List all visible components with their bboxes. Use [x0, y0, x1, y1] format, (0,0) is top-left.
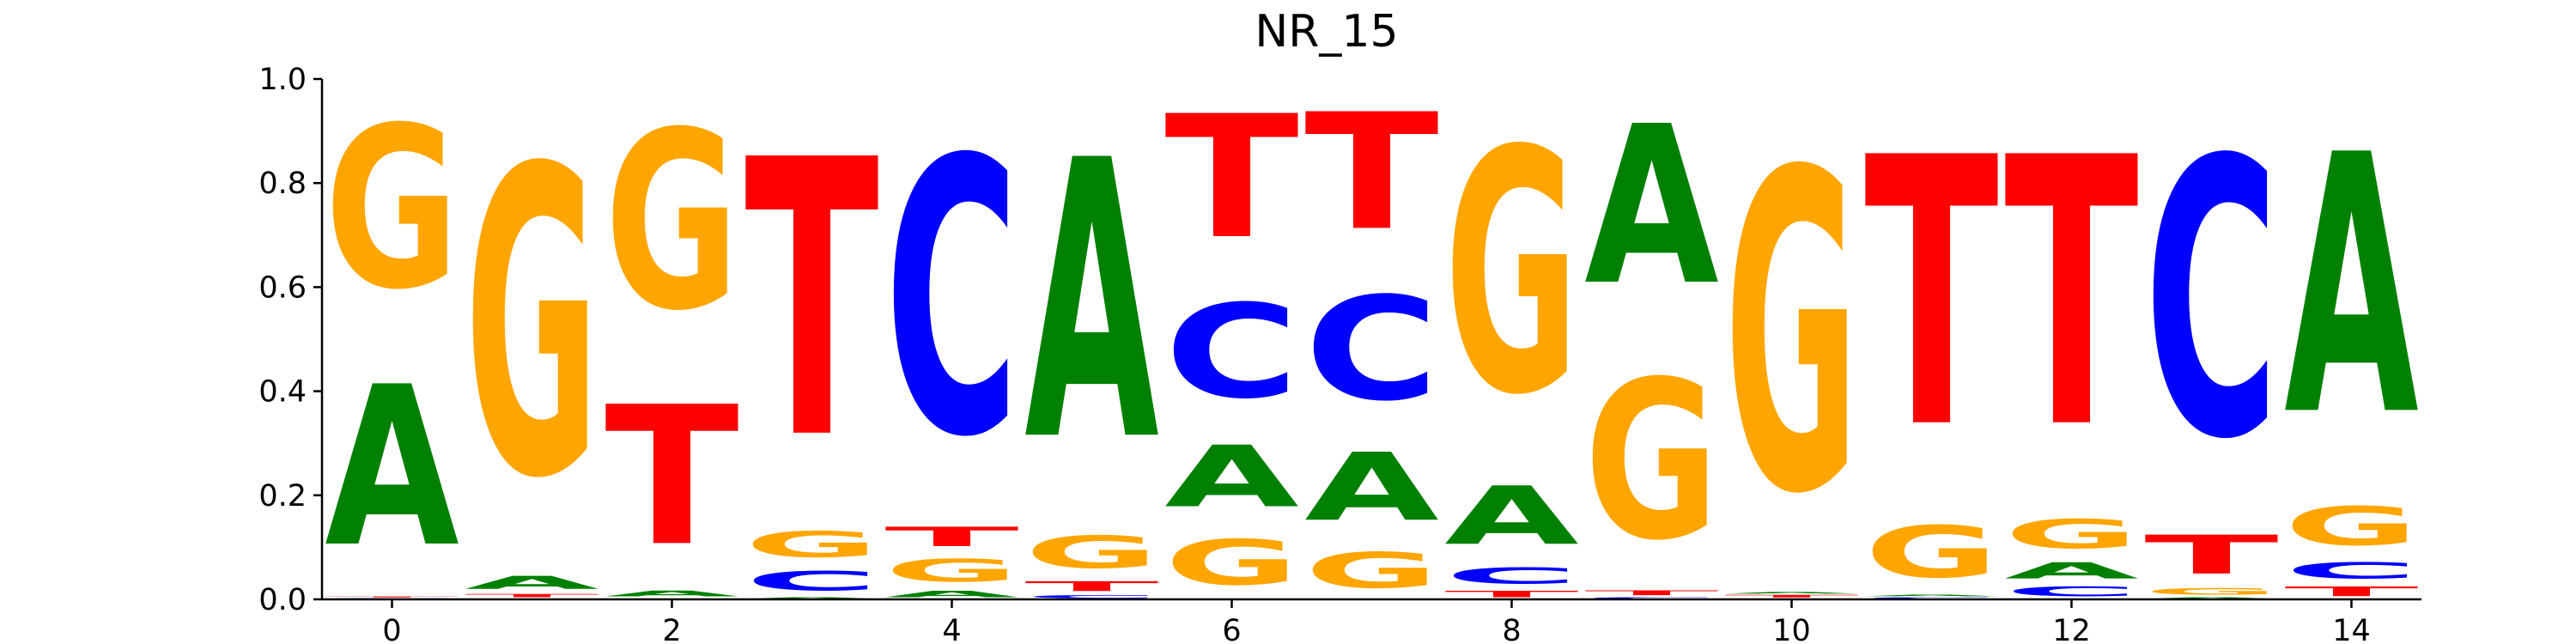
- logo-letter-G-pos-7: G: [1304, 543, 1438, 599]
- logo-letter-T-pos-11: T: [1864, 81, 2000, 510]
- logo-letter-T-pos-0: T: [325, 596, 459, 598]
- logo-letter-G-pos-11: G: [1864, 511, 1998, 593]
- logo-letter-T-pos-13: T: [2144, 524, 2278, 586]
- logo-letter-T-pos-6: T: [1164, 81, 1298, 276]
- logo-letter-C-pos-3: C: [744, 566, 878, 597]
- logo-letter-A-pos-10: A: [1724, 592, 1858, 594]
- logo-letter-A-pos-4: A: [884, 589, 1019, 599]
- logo-letter-A-pos-2: A: [605, 589, 739, 598]
- x-tick-label: 14: [2332, 614, 2371, 644]
- y-tick-label: 0.0: [258, 583, 307, 617]
- x-tick-label: 6: [1222, 614, 1241, 644]
- y-tick-label: 0.8: [258, 167, 307, 201]
- logo-letter-T-pos-1: T: [465, 593, 598, 598]
- logo-letter-A-pos-6: A: [1164, 428, 1298, 527]
- logo-letter-C-pos-6: C: [1164, 278, 1298, 428]
- logo-letter-G-pos-4: G: [884, 553, 1018, 589]
- logo-letter-G-pos-14: G: [2284, 495, 2418, 557]
- y-tick-label: 0.6: [258, 270, 307, 305]
- logo-letter-C-pos-12: C: [2004, 584, 2138, 599]
- logo-letter-C-pos-11: C: [1864, 597, 1998, 599]
- chart-title: NR_15: [1255, 6, 1398, 58]
- x-tick-label: 0: [382, 614, 401, 644]
- logo-letter-T-pos-8: T: [1444, 589, 1578, 599]
- logo-letter-C-pos-8: C: [1444, 563, 1578, 589]
- logo-letter-G-pos-2: G: [605, 81, 738, 365]
- x-tick-label: 2: [662, 614, 681, 644]
- logo-letter-A-pos-12: A: [2004, 558, 2138, 584]
- logo-letter-T-pos-5: T: [1024, 579, 1158, 594]
- logo-letter-G-pos-10: G: [1724, 81, 1858, 590]
- x-tick-label: 4: [942, 614, 961, 644]
- logo-letter-G-pos-0: G: [325, 80, 459, 339]
- logo-letter-A-pos-3: A: [744, 597, 878, 599]
- logo-letter-G-pos-9: G: [1584, 335, 1718, 588]
- logo-letter-G-pos-1: G: [465, 79, 598, 570]
- logo-letter-A-pos-5: A: [1024, 80, 1160, 526]
- x-tick-label: 12: [2052, 614, 2091, 644]
- logo-letter-G-pos-13: G: [2144, 586, 2278, 597]
- logo-letter-C-pos-14: C: [2284, 558, 2418, 584]
- logo-letter-T-pos-9: T: [1584, 589, 1718, 597]
- logo-letter-A-pos-13: A: [2144, 597, 2278, 599]
- logo-letter-G-pos-3: G: [744, 524, 878, 565]
- logo-letter-T-pos-4: T: [884, 521, 1018, 552]
- logo-letter-A-pos-14: A: [2284, 79, 2420, 494]
- logo-letter-A-pos-11: A: [1864, 594, 1998, 597]
- logo-letter-T-pos-2: T: [605, 367, 738, 589]
- logo-letter-C-pos-4: C: [884, 80, 1018, 520]
- logo-letter-A-pos-1: A: [465, 573, 598, 593]
- logo-letter-C-pos-7: C: [1304, 268, 1438, 434]
- y-tick-label: 0.4: [258, 375, 307, 410]
- logo-letter-C-pos-5: C: [1024, 594, 1158, 599]
- logo-letter-C-pos-9: C: [1584, 597, 1718, 599]
- x-tick-label: 10: [1772, 614, 1811, 644]
- logo-letter-A-pos-9: A: [1584, 81, 1718, 334]
- logo-letter-C-pos-13: C: [2144, 79, 2278, 522]
- logo-letter-T-pos-7: T: [1304, 80, 1438, 266]
- y-tick-label: 1.0: [258, 63, 307, 97]
- axes: 0.0 0.2 0.4 0.6 0.8 1.0 0 2 4 6 8 10 12 14: [258, 63, 2421, 644]
- letter-stacks: CTAGCTAGCATGACGTAGTCCTGAGACTGACTTCAGCTGA…: [325, 79, 2420, 599]
- logo-letter-A-pos-8: A: [1444, 470, 1579, 562]
- logo-letter-A-pos-0: A: [325, 341, 459, 596]
- logo-letter-G-pos-5: G: [1024, 526, 1158, 578]
- logo-letter-G-pos-12: G: [2004, 511, 2138, 557]
- x-tick-label: 8: [1502, 614, 1521, 644]
- logo-letter-A-pos-7: A: [1304, 434, 1438, 543]
- y-tick-label: 0.2: [258, 479, 307, 513]
- logo-letter-G-pos-6: G: [1164, 527, 1298, 599]
- logo-letter-T-pos-3: T: [744, 81, 880, 523]
- logo-letter-G-pos-8: G: [1444, 81, 1578, 469]
- logo-letter-T-pos-12: T: [2004, 81, 2140, 510]
- logo-letter-T-pos-10: T: [1724, 594, 1858, 598]
- logo-letter-T-pos-14: T: [2284, 584, 2418, 599]
